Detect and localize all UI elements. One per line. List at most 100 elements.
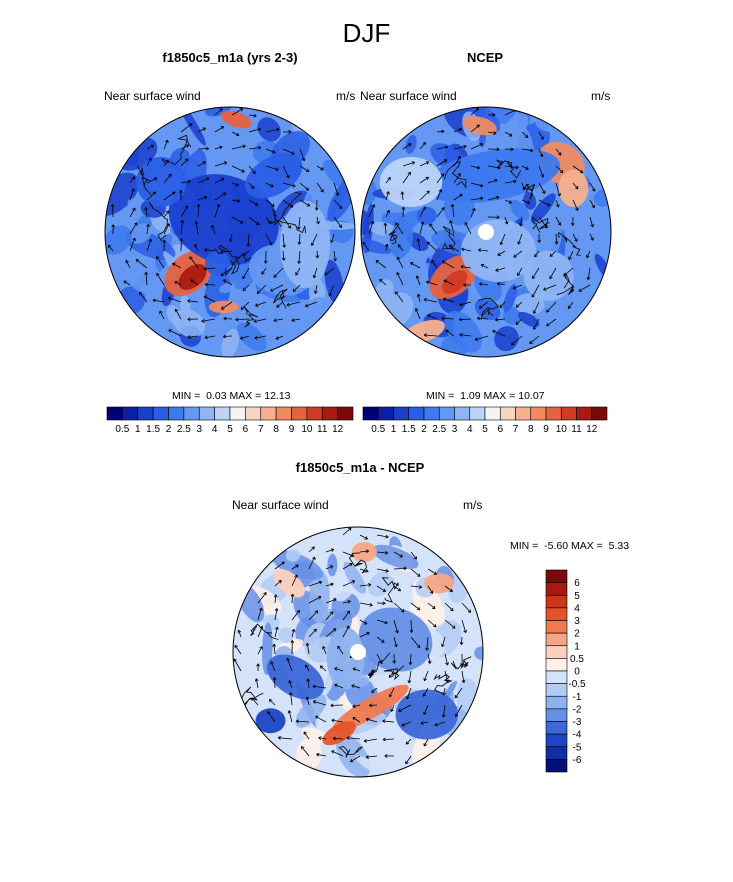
wind-vector-head	[559, 169, 564, 174]
wind-vector	[402, 161, 415, 167]
wind-vector-head	[330, 548, 335, 552]
wind-vector	[257, 626, 263, 638]
wind-vector	[190, 279, 199, 286]
wind-vector-head	[312, 684, 316, 689]
wind-vector	[497, 283, 506, 286]
wind-vector-head	[395, 291, 399, 295]
wind-vector-head	[416, 293, 421, 298]
wind-vector-head	[432, 605, 436, 610]
wind-vector-head	[219, 250, 223, 255]
colorbar-box	[106, 406, 123, 421]
wind-vector	[242, 284, 250, 292]
wind-vector	[299, 182, 309, 191]
wind-vector-head	[179, 238, 184, 242]
wind-vector-head	[413, 556, 418, 560]
wind-vector-head	[363, 738, 368, 743]
contour-patch	[444, 310, 483, 353]
wind-vector-head	[392, 660, 397, 664]
colorbar-box	[545, 645, 568, 659]
colorbar-box	[393, 406, 410, 421]
contour-patch	[179, 295, 191, 313]
wind-vector-head	[368, 672, 372, 676]
wind-vector-head	[542, 190, 546, 194]
colorbar-tick-label: 1.5	[146, 424, 160, 435]
wind-vector-head	[425, 280, 430, 285]
wind-vector-head	[425, 161, 430, 165]
wind-vector-head	[301, 157, 306, 162]
wind-vector	[129, 222, 138, 235]
wind-vector	[337, 645, 344, 655]
wind-vector-head	[388, 674, 393, 678]
wind-vector-head	[131, 176, 136, 180]
colorbar-box	[408, 406, 425, 421]
wind-vector	[405, 738, 412, 745]
wind-vector-head	[398, 708, 402, 712]
wind-vector-head	[395, 630, 399, 634]
wind-vector-head	[313, 628, 317, 633]
wind-vector	[426, 281, 438, 286]
wind-vector	[265, 165, 279, 171]
wind-vector-head	[400, 191, 405, 195]
colorbar-tick-label: -6	[573, 755, 582, 766]
wind-vector	[406, 687, 412, 700]
wind-vector	[415, 308, 421, 320]
wind-vector	[555, 165, 564, 174]
wind-vector-head	[253, 113, 257, 118]
wind-vector	[500, 233, 506, 245]
wind-vector-head	[387, 176, 391, 181]
wind-vector-head	[305, 696, 310, 700]
wind-vector	[393, 602, 405, 613]
wind-vector	[587, 267, 591, 280]
wind-vector-head	[399, 554, 403, 558]
wind-vector-head	[111, 224, 116, 228]
wind-vector	[368, 221, 374, 235]
wind-vector	[397, 244, 404, 252]
wind-vector	[197, 204, 200, 218]
panel3-title: f1850c5_m1a - NCEP	[295, 460, 425, 475]
colorbar-tick-label: 1	[135, 424, 141, 435]
wind-vector	[364, 738, 378, 742]
wind-vector	[146, 191, 156, 201]
wind-vector	[396, 256, 404, 269]
wind-vector	[175, 308, 182, 320]
wind-vector	[163, 191, 176, 201]
panel1-variable-label: Near surface wind	[104, 89, 201, 103]
pole-missing-data	[350, 644, 366, 660]
wind-vector-head	[531, 275, 536, 279]
wind-vector-head	[537, 239, 542, 243]
wind-vector	[589, 233, 594, 241]
wind-vector	[159, 310, 165, 320]
wind-vector	[311, 233, 318, 246]
colorbar-tick-label: 6	[574, 578, 580, 589]
wind-vector	[214, 108, 223, 116]
colorbar-box	[137, 406, 154, 421]
wind-vector	[393, 636, 397, 647]
wind-vector	[129, 237, 136, 252]
panel2-title: NCEP	[466, 50, 504, 65]
wind-vector	[470, 143, 483, 150]
wind-vector-head	[440, 173, 445, 177]
wind-vector	[443, 279, 455, 286]
wind-vector-head	[478, 305, 483, 309]
wind-vector-head	[187, 179, 191, 184]
wind-vector-head	[258, 145, 262, 150]
wind-vector	[423, 704, 429, 715]
wind-vector	[174, 281, 182, 286]
wind-vector	[426, 636, 429, 651]
wind-vector-head	[479, 282, 483, 286]
wind-vector	[139, 291, 148, 303]
wind-vector	[291, 564, 299, 570]
wind-vector	[379, 279, 387, 286]
wind-vector-head	[255, 202, 259, 206]
wind-vector	[223, 279, 233, 286]
wind-vector	[282, 148, 295, 155]
wind-vector	[444, 670, 449, 683]
wind-vector-head	[184, 158, 189, 162]
wind-vector	[214, 192, 227, 201]
wind-vector-head	[242, 287, 246, 292]
wind-vector-head	[205, 146, 209, 151]
wind-vector-head	[408, 143, 412, 147]
coastline	[161, 134, 192, 166]
wind-vector	[385, 191, 390, 201]
wind-vector-head	[312, 700, 317, 704]
